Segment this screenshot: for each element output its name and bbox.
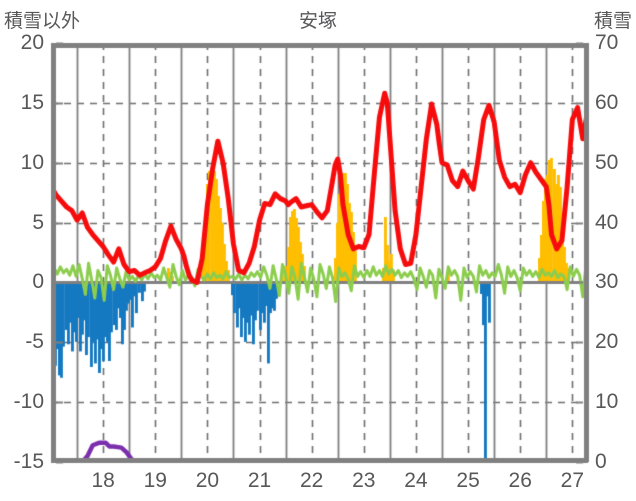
right-axis-tick: 0 (595, 450, 607, 473)
left-axis-tick: -5 (25, 330, 44, 354)
right-axis-tick: 40 (595, 210, 619, 234)
right-axis-tick: 50 (595, 150, 619, 174)
left-axis-tick: 10 (20, 150, 44, 174)
x-axis-tick: 18 (91, 469, 115, 492)
x-axis-tick: 21 (247, 469, 272, 492)
right-axis-tick: 20 (595, 330, 619, 354)
left-axis-tick: 0 (32, 270, 44, 294)
right-axis-tick: 60 (595, 90, 619, 114)
left-axis-tick: -10 (13, 390, 44, 414)
x-axis-tick: 19 (143, 469, 167, 492)
x-axis-tick: 20 (195, 469, 220, 492)
x-axis-tick: 24 (404, 469, 428, 492)
right-axis-tick: 10 (595, 390, 619, 414)
x-axis-tick: 22 (299, 469, 324, 492)
left-axis-tick: 20 (20, 31, 44, 54)
right-axis-tick: 70 (595, 31, 619, 54)
left-axis-tick: 5 (32, 210, 44, 234)
x-axis-tick: 26 (508, 469, 532, 492)
x-axis-tick: 25 (456, 469, 480, 492)
left-axis-tick: -15 (13, 450, 44, 473)
right-axis-tick: 30 (595, 270, 619, 294)
x-axis-tick: 23 (352, 469, 376, 492)
left-axis-tick: 15 (20, 90, 44, 114)
x-axis-tick: 27 (560, 469, 585, 492)
